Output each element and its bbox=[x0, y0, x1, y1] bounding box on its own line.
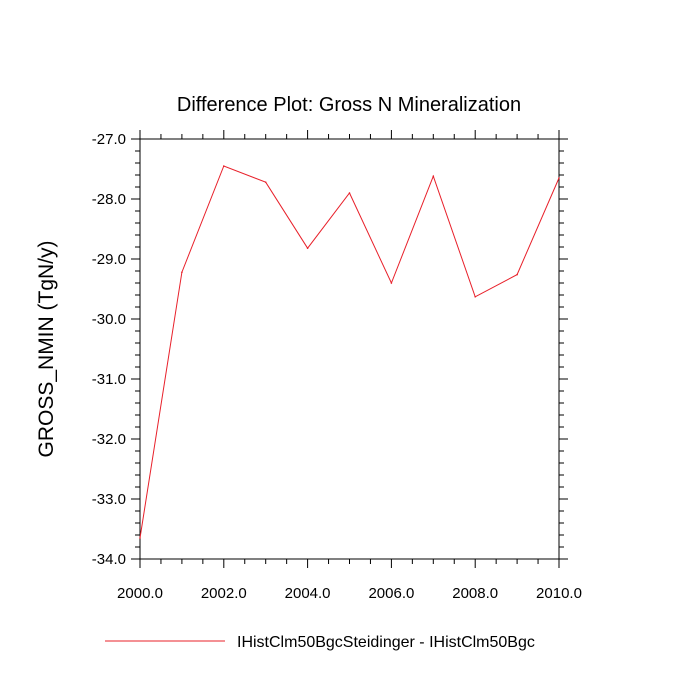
series-line bbox=[139, 165, 560, 539]
data-point bbox=[474, 296, 477, 298]
x-tick-label: 2002.0 bbox=[201, 585, 247, 602]
x-tick-label: 2006.0 bbox=[368, 585, 414, 602]
data-point bbox=[432, 175, 435, 177]
y-tick-label: -29.0 bbox=[92, 251, 126, 268]
data-point bbox=[306, 247, 309, 249]
y-tick-label: -32.0 bbox=[92, 431, 126, 448]
data-point bbox=[264, 181, 267, 183]
data-point bbox=[516, 273, 518, 276]
legend: IHistClm50BgcSteidinger - IHistClm50Bgc bbox=[105, 634, 535, 651]
legend-label: IHistClm50BgcSteidinger - IHistClm50Bgc bbox=[237, 634, 535, 651]
y-tick-label: -34.0 bbox=[92, 551, 126, 568]
x-tick-label: 2008.0 bbox=[452, 585, 498, 602]
y-axis-label: GROSS_NMIN (TgN/y) bbox=[35, 240, 58, 457]
y-tick-labels: -27.0 -28.0 -29.0 -30.0 -31.0 -32.0 -33.0 -34.0 bbox=[92, 131, 126, 568]
y-tick-label: -31.0 bbox=[92, 371, 126, 388]
y-tick-label: -27.0 bbox=[92, 131, 126, 148]
data-point bbox=[390, 282, 393, 284]
data-point bbox=[348, 192, 351, 194]
data-point bbox=[139, 537, 141, 539]
data-point bbox=[181, 271, 183, 274]
data-point bbox=[558, 177, 560, 179]
x-tick-label: 2000.0 bbox=[117, 585, 163, 602]
series-layer bbox=[139, 165, 560, 539]
y-tick-label: -33.0 bbox=[92, 491, 126, 508]
y-tick-label: -30.0 bbox=[92, 311, 126, 328]
x-tick-label: 2004.0 bbox=[285, 585, 331, 602]
data-point bbox=[223, 165, 225, 167]
major-ticks bbox=[131, 130, 568, 568]
y-tick-label: -28.0 bbox=[92, 191, 126, 208]
x-tick-labels: 2000.0 2002.0 2004.0 2006.0 2008.0 2010.0 bbox=[117, 585, 582, 602]
plot-frame bbox=[139, 138, 560, 560]
chart-title: Difference Plot: Gross N Mineralization bbox=[177, 94, 521, 116]
minor-ticks bbox=[135, 134, 564, 564]
x-tick-label: 2010.0 bbox=[536, 585, 582, 602]
